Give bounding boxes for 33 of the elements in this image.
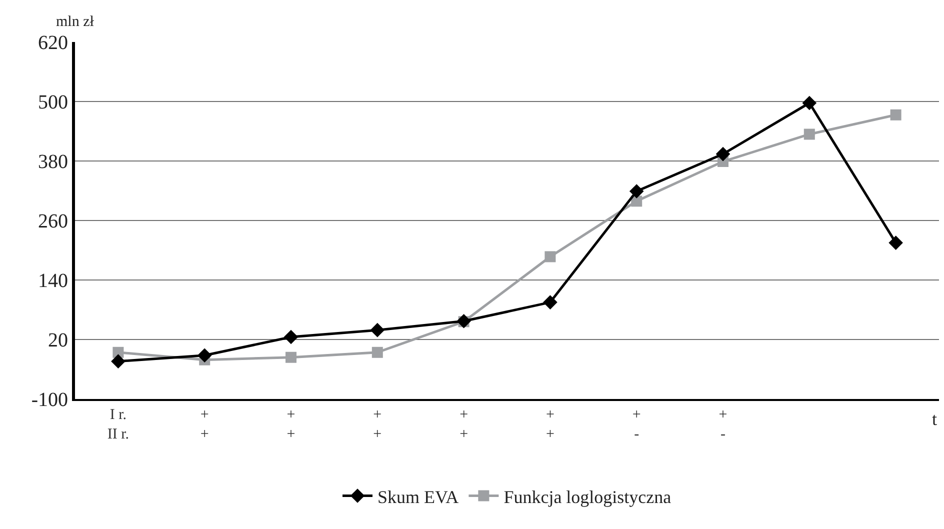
x-tick-label: + + — [286, 407, 296, 442]
x-tick-label: + - — [718, 407, 728, 442]
x-tick-label: + + — [546, 407, 554, 442]
legend-label: Funkcja loglogistyczna — [504, 486, 672, 507]
y-tick-label: 500 — [38, 92, 68, 114]
point — [111, 354, 126, 368]
y-tick-label: -100 — [31, 389, 68, 411]
x-tick-label: + + — [200, 407, 209, 442]
y-tick-label: 140 — [38, 270, 68, 292]
point — [802, 96, 817, 110]
point — [284, 330, 298, 344]
point — [543, 295, 558, 310]
point — [286, 352, 296, 363]
y-axis-title: mln zł — [56, 14, 95, 30]
point — [890, 109, 902, 120]
y-tick-label: 20 — [48, 330, 68, 352]
point — [804, 128, 815, 140]
point — [372, 346, 383, 358]
point — [716, 146, 730, 162]
x-axis-title: t — [932, 409, 938, 429]
y-tick-label: 260 — [38, 210, 68, 232]
x-tick-label: + - — [632, 407, 641, 442]
y-tick-label: 380 — [38, 151, 68, 173]
legend-label: Skum EVA — [378, 486, 459, 507]
point — [544, 251, 556, 262]
x-tick-label: + + — [460, 407, 468, 442]
point — [370, 322, 385, 338]
y-tick-label: 620 — [38, 32, 68, 54]
point — [888, 236, 903, 250]
point — [197, 348, 212, 363]
x-tick-label: I r. II r. — [107, 407, 130, 442]
x-tick-label: + + — [373, 407, 382, 442]
point — [629, 184, 644, 198]
